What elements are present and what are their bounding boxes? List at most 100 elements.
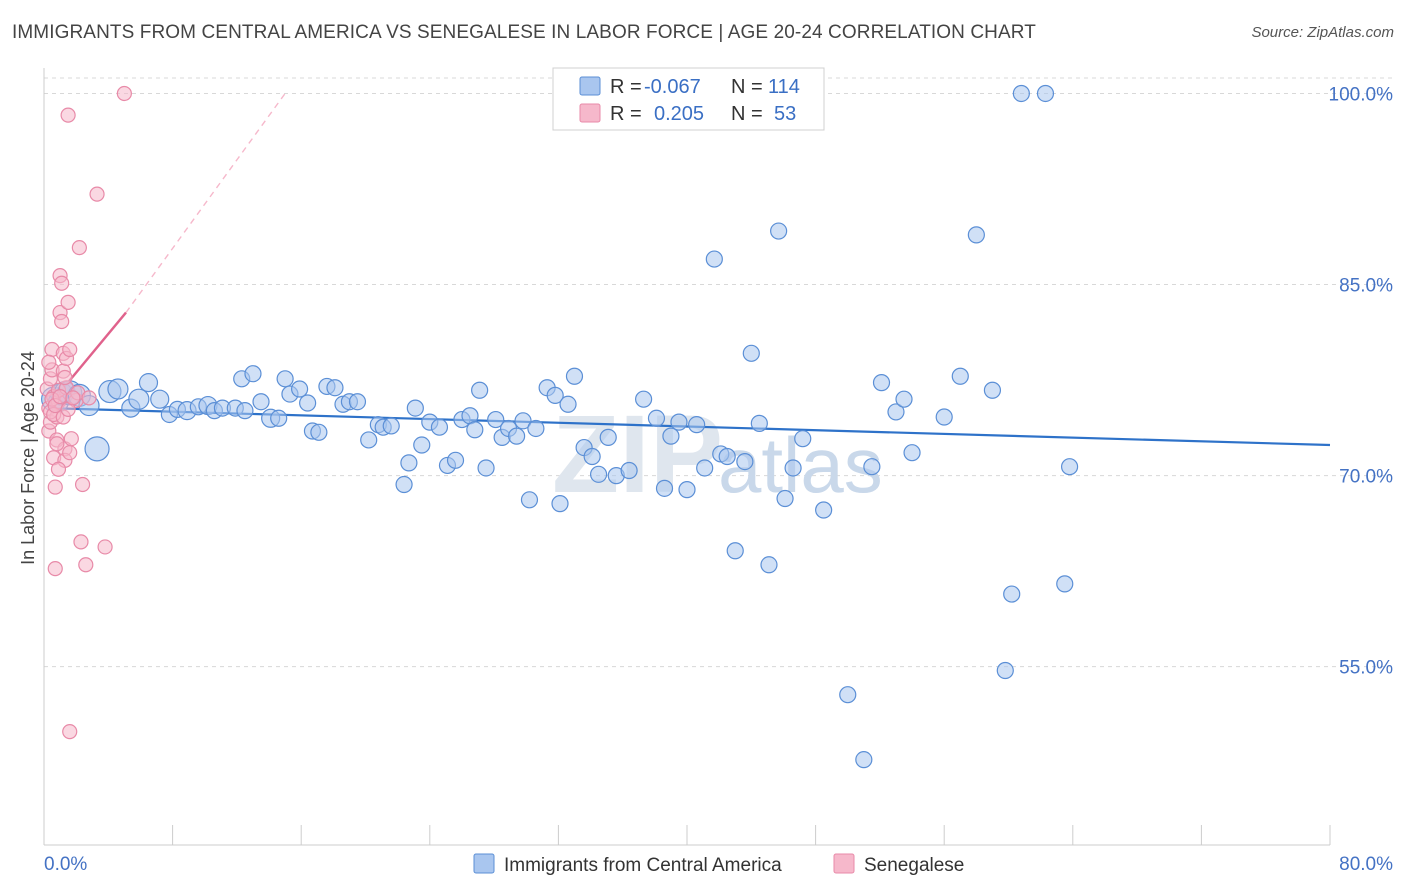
- pink-point-52: [50, 461, 67, 477]
- pink-trend-extension: [125, 93, 286, 313]
- blue-point-80: [688, 416, 706, 434]
- pink-point-18: [54, 275, 70, 291]
- stats-legend: R = -0.067 N = 114 R = 0.205 N = 53: [552, 67, 825, 131]
- blue-point-86: [736, 452, 754, 471]
- blue-point-69: [583, 447, 601, 466]
- blue-point-54: [471, 381, 489, 399]
- blue-point-84: [718, 447, 736, 466]
- pink-point-50: [65, 390, 81, 406]
- blue-point-71: [599, 428, 617, 446]
- blue-point-90: [770, 222, 788, 240]
- blue-point-55: [477, 459, 495, 477]
- source-label: Source: ZipAtlas.com: [1251, 24, 1394, 41]
- data-points: [39, 84, 1079, 769]
- legend-r-label-1: R =: [610, 76, 642, 98]
- pink-point-46: [52, 389, 68, 405]
- blue-point-38: [348, 393, 367, 411]
- blue-point-76: [655, 479, 674, 497]
- blue-point-65: [551, 495, 569, 513]
- blue-point-24: [244, 365, 262, 383]
- blue-point-45: [406, 399, 424, 417]
- pink-point-10: [47, 560, 63, 577]
- blue-point-27: [270, 409, 288, 427]
- blue-point-88: [750, 414, 768, 432]
- blue-point-64: [546, 386, 564, 404]
- blue-point-102: [935, 408, 953, 426]
- pink-point-25: [60, 107, 76, 123]
- legend-swatch-blue: [579, 76, 601, 96]
- blue-point-78: [670, 413, 688, 431]
- blue-point-33: [310, 423, 328, 441]
- x-tick-label-1: 80.0%: [1339, 854, 1393, 875]
- blue-point-97: [863, 458, 881, 476]
- blue-point-61: [520, 491, 539, 509]
- blue-point-53: [466, 421, 484, 439]
- legend-r-value-2: 0.205: [654, 103, 704, 125]
- pink-point-48: [57, 369, 73, 386]
- blue-point-39: [360, 431, 378, 449]
- blue-point-50: [446, 451, 465, 469]
- blue-point-48: [430, 418, 449, 436]
- blue-point-109: [1036, 84, 1055, 103]
- blue-point-107: [1003, 585, 1021, 603]
- blue-point-43: [395, 475, 413, 494]
- pink-point-36: [78, 557, 94, 573]
- blue-point-82: [705, 250, 723, 268]
- blue-point-79: [678, 481, 696, 499]
- blue-point-105: [983, 381, 1002, 399]
- blue-point-92: [784, 459, 802, 477]
- blue-point-56: [487, 410, 505, 429]
- blue-point-66: [559, 395, 577, 413]
- blue-point-25: [252, 393, 270, 411]
- blue-point-99: [887, 403, 905, 421]
- blue-point-110: [1056, 575, 1074, 593]
- blue-point-44: [400, 454, 418, 472]
- blue-point-11: [128, 388, 150, 410]
- blue-point-87: [742, 344, 760, 362]
- x-tick-label-0: 0.0%: [44, 854, 87, 875]
- blue-point-98: [872, 374, 891, 392]
- blue-point-23: [236, 402, 254, 420]
- blue-point-73: [620, 461, 638, 480]
- blue-point-91: [776, 489, 794, 508]
- y-tick-label-1: 70.0%: [1339, 467, 1393, 488]
- blue-point-67: [565, 367, 584, 385]
- legend-n-value-1: 114: [768, 76, 800, 98]
- pink-point-38: [89, 186, 105, 202]
- pink-point-29: [62, 724, 78, 740]
- pink-point-40: [116, 85, 132, 102]
- pink-point-37: [81, 390, 97, 406]
- pink-point-17: [54, 313, 70, 330]
- blue-point-103: [951, 367, 969, 385]
- pink-point-28: [62, 445, 78, 461]
- blue-point-111: [1060, 458, 1079, 476]
- blue-point-93: [794, 430, 812, 448]
- blue-point-70: [589, 465, 608, 483]
- blue-point-62: [527, 419, 545, 438]
- legend-r-label-2: R =: [610, 103, 642, 125]
- pink-point-39: [97, 539, 113, 555]
- pink-point-51: [41, 354, 57, 370]
- pink-point-45: [49, 436, 65, 452]
- blue-point-95: [839, 686, 857, 704]
- blue-point-42: [382, 417, 400, 435]
- blue-point-94: [815, 501, 833, 519]
- series-legend-swatch-pink: [833, 853, 855, 874]
- chart-title: IMMIGRANTS FROM CENTRAL AMERICA VS SENEG…: [12, 22, 1036, 43]
- blue-point-7: [84, 436, 110, 462]
- legend-n-label-2: N =: [731, 103, 763, 125]
- watermark-zip: ZIP: [552, 393, 723, 516]
- series-legend-label-blue: Immigrants from Central America: [504, 855, 782, 876]
- y-axis-title: In Labor Force | Age 20-24: [18, 351, 38, 565]
- blue-point-75: [647, 409, 666, 427]
- blue-point-12: [138, 373, 159, 393]
- blue-point-96: [855, 751, 873, 769]
- blue-point-106: [996, 661, 1014, 680]
- series-legend: Immigrants from Central America Senegale…: [473, 853, 964, 876]
- blue-point-81: [696, 459, 714, 477]
- blue-point-9: [107, 378, 129, 400]
- y-tick-label-0: 55.0%: [1339, 658, 1393, 679]
- blue-point-59: [508, 427, 526, 445]
- pink-point-35: [74, 476, 91, 493]
